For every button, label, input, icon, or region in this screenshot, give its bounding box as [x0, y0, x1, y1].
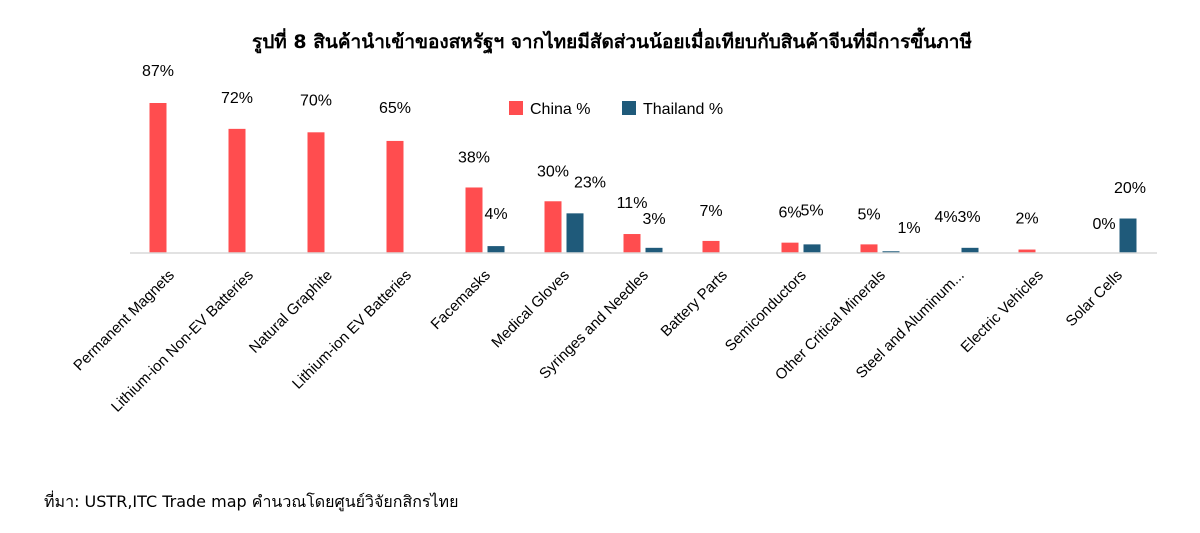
china-bar-7 [702, 240, 720, 253]
legend-swatch-thailand [622, 101, 636, 115]
thailand-bar-6 [645, 247, 663, 253]
category-label-11: Electric Vehicles [958, 267, 1047, 356]
china-bar-9 [860, 244, 878, 253]
thailand-bar-5 [566, 213, 584, 253]
china-bar-11 [1018, 249, 1036, 253]
chart-title: รูปที่ 8 สินค้านำเข้าของสหรัฐฯ จากไทยมีส… [252, 27, 972, 55]
china-bar-4 [465, 187, 483, 253]
category-label-4: Facemasks [428, 267, 494, 333]
china-label-11: 2% [1015, 211, 1038, 228]
bars [149, 103, 1137, 253]
china-bar-8 [781, 242, 799, 253]
china-bar-0 [149, 103, 167, 253]
data-labels: 87%72% 70% 65%38%4%30%23%11%3% 7% 6%5% 5%1%4%… [142, 63, 1146, 237]
thailand-bar-9 [882, 251, 900, 253]
category-label-8: Semiconductors [722, 267, 810, 355]
china-label-9: 5% [857, 206, 880, 223]
category-label-2: Natural Graphite [246, 267, 336, 357]
category-label-7: Battery Parts [657, 267, 730, 340]
china-label-7: 7% [699, 203, 722, 220]
china-bar-6 [623, 234, 641, 253]
china-label-10: 4% [934, 209, 957, 226]
thailand-label-6: 3% [642, 211, 665, 228]
thailand-label-9: 1% [897, 220, 920, 237]
thailand-label-4: 4% [484, 206, 507, 223]
thailand-bar-4 [487, 246, 505, 253]
china-label-0: 87% [142, 63, 174, 80]
legend-label-thailand: Thailand % [643, 101, 723, 118]
thailand-bar-12 [1119, 218, 1137, 253]
china-label-5: 30% [537, 163, 569, 180]
thailand-label-5: 23% [574, 174, 606, 191]
legend: China % Thailand % [509, 101, 723, 118]
category-label-12: Solar Cells [1063, 267, 1126, 330]
category-label-1: Lithium-ion Non-EV Batteries [108, 267, 257, 416]
thailand-bar-10 [961, 247, 979, 253]
china-label-12: 0% [1092, 216, 1115, 233]
source-note: ที่มา: USTR,ITC Trade map คำนวณโดยศูนย์ว… [44, 492, 459, 511]
china-label-8: 6% [778, 205, 801, 222]
china-bar-2 [307, 132, 325, 253]
china-label-4: 38% [458, 149, 490, 166]
china-label-1: 72% [221, 90, 253, 107]
china-label-6: 11% [617, 195, 648, 212]
thailand-label-10: 3% [957, 209, 980, 226]
thailand-label-8: 5% [800, 202, 823, 219]
thailand-label-12: 20% [1114, 180, 1146, 197]
china-bar-3 [386, 140, 404, 253]
legend-label-china: China % [530, 101, 590, 118]
china-bar-1 [228, 128, 246, 253]
china-label-3: 65% [379, 100, 411, 117]
thailand-bar-8 [803, 244, 821, 253]
category-label-5: Medical Gloves [488, 267, 573, 352]
china-label-2: 70% [300, 92, 332, 109]
legend-swatch-china [509, 101, 523, 115]
china-bar-5 [544, 201, 562, 253]
